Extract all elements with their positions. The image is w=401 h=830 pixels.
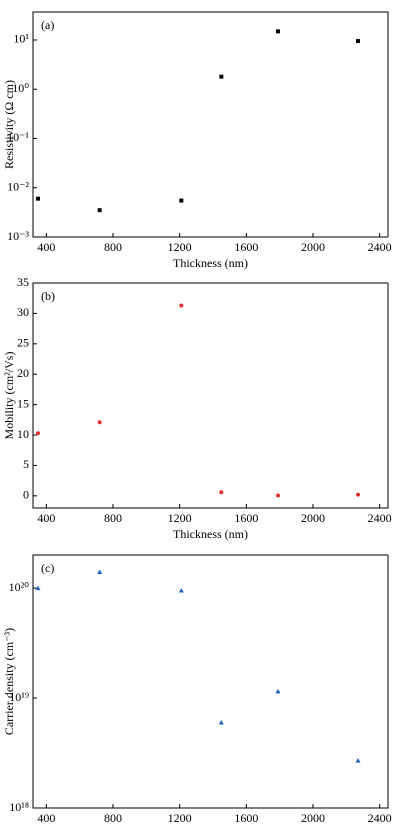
point	[97, 208, 102, 213]
y-tick-label: 0	[23, 488, 29, 502]
y-tick-label: 10¹	[13, 32, 29, 46]
y-tick-label: 10⁻³	[7, 229, 29, 243]
y-tick-label: 5	[23, 457, 29, 471]
x-tick-label: 2000	[301, 811, 325, 825]
x-tick-label: 1200	[168, 511, 192, 525]
point	[97, 420, 102, 425]
y-tick-label: 10²⁰	[9, 580, 30, 594]
point	[97, 569, 103, 575]
y-axis-label: Mobility (cm²/Vs)	[2, 352, 16, 440]
y-tick-label: 25	[17, 336, 29, 350]
x-tick-label: 2400	[368, 511, 392, 525]
x-tick-label: 1600	[234, 811, 258, 825]
plot-frame	[32, 554, 389, 809]
y-tick-label: 10¹⁸	[9, 800, 29, 814]
y-axis-label: Carrier density (cm⁻³)	[2, 628, 16, 735]
point	[219, 490, 224, 495]
y-axis-label: Resistivity (Ω cm)	[2, 80, 16, 169]
point	[179, 303, 184, 308]
plot-frame	[32, 282, 389, 509]
x-axis-label: Thickness (nm)	[173, 827, 248, 830]
x-tick-label: 400	[37, 811, 55, 825]
y-tick-label: 35	[17, 275, 29, 289]
x-tick-label: 400	[37, 240, 55, 254]
y-tick-label: 15	[17, 396, 29, 410]
y-tick-label: 10⁻¹	[7, 130, 29, 144]
point	[36, 196, 40, 201]
point	[355, 758, 361, 763]
point	[356, 492, 360, 497]
x-axis-label: Thickness (nm)	[173, 527, 248, 541]
y-tick-label: 10⁰	[12, 81, 29, 95]
y-tick-label: 30	[17, 305, 29, 319]
plot-frame	[32, 11, 389, 238]
point	[36, 431, 40, 436]
x-tick-label: 800	[104, 811, 122, 825]
x-tick-label: 1600	[234, 240, 258, 254]
panel-label: (a)	[41, 18, 54, 32]
x-tick-label: 1200	[168, 811, 192, 825]
point	[218, 719, 224, 725]
x-tick-label: 1600	[234, 511, 258, 525]
x-tick-label: 2400	[368, 240, 392, 254]
x-tick-label: 2000	[301, 240, 325, 254]
x-tick-label: 800	[104, 240, 122, 254]
point	[35, 585, 41, 591]
x-tick-label: 2400	[368, 811, 392, 825]
x-tick-label: 400	[37, 511, 55, 525]
x-tick-label: 2000	[301, 511, 325, 525]
point	[178, 588, 184, 593]
point	[219, 74, 224, 79]
y-tick-label: 10⁻²	[7, 179, 29, 193]
y-tick-label: 10¹⁹	[9, 690, 29, 704]
point	[275, 688, 281, 694]
point	[276, 493, 280, 498]
panel-label: (b)	[41, 289, 55, 303]
point	[276, 29, 280, 34]
y-tick-label: 20	[17, 366, 29, 380]
panel-label: (c)	[41, 561, 54, 575]
y-tick-label: 10	[17, 427, 29, 441]
x-axis-label: Thickness (nm)	[173, 256, 248, 270]
x-tick-label: 1200	[168, 240, 192, 254]
x-tick-label: 800	[104, 511, 122, 525]
point	[356, 39, 360, 44]
point	[179, 198, 184, 203]
